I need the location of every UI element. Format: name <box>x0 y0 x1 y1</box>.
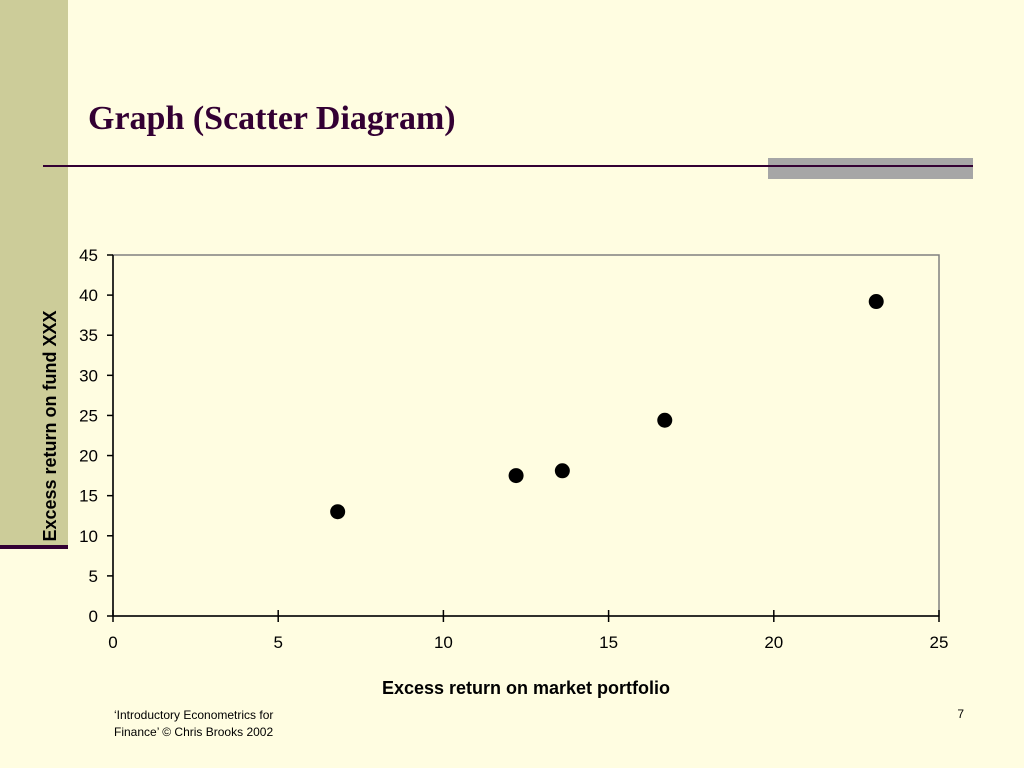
y-tick-label: 45 <box>79 246 98 265</box>
y-tick-label: 15 <box>79 487 98 506</box>
data-point <box>657 412 673 428</box>
page-number: 7 <box>957 707 964 721</box>
data-point <box>508 468 524 484</box>
x-tick-label: 25 <box>930 633 949 652</box>
y-tick-label: 10 <box>79 527 98 546</box>
data-point <box>554 463 570 479</box>
y-tick-label: 25 <box>79 406 98 425</box>
scatter-chart: 0 5 10 15 20 25 0 5 10 15 20 25 30 35 40 45 Excess ret… <box>40 246 948 698</box>
side-band <box>0 0 68 548</box>
y-axis-label: Excess return on fund XXX <box>40 310 60 541</box>
x-tick-label: 20 <box>764 633 783 652</box>
x-tick-label: 0 <box>108 633 117 652</box>
title-divider <box>43 165 973 167</box>
footer-citation-line1: ‘Introductory Econometrics for <box>114 708 274 722</box>
x-axis-label: Excess return on market portfolio <box>382 678 670 698</box>
y-tick-label: 20 <box>79 447 98 466</box>
y-tick-label: 40 <box>79 286 98 305</box>
footer-citation: ‘Introductory Econometrics for Finance’ … <box>114 707 324 741</box>
side-rule <box>0 545 68 549</box>
data-point <box>330 504 346 520</box>
y-tick-label: 0 <box>89 607 98 626</box>
title-accent-line <box>768 165 973 167</box>
x-tick-label: 10 <box>434 633 453 652</box>
x-axis: 0 5 10 15 20 25 <box>108 610 948 652</box>
y-tick-label: 5 <box>89 567 98 586</box>
data-points <box>330 294 884 520</box>
y-tick-label: 30 <box>79 366 98 385</box>
title-accent-block <box>768 158 973 179</box>
y-tick-label: 35 <box>79 326 98 345</box>
plot-area <box>112 254 940 617</box>
y-axis: 0 5 10 15 20 25 30 35 40 45 <box>79 246 114 626</box>
x-tick-label: 5 <box>273 633 282 652</box>
footer-citation-line2: Finance’ © Chris Brooks 2002 <box>114 725 274 739</box>
x-tick-label: 15 <box>599 633 618 652</box>
slide-title: Graph (Scatter Diagram) <box>88 100 456 137</box>
data-point <box>868 294 884 310</box>
